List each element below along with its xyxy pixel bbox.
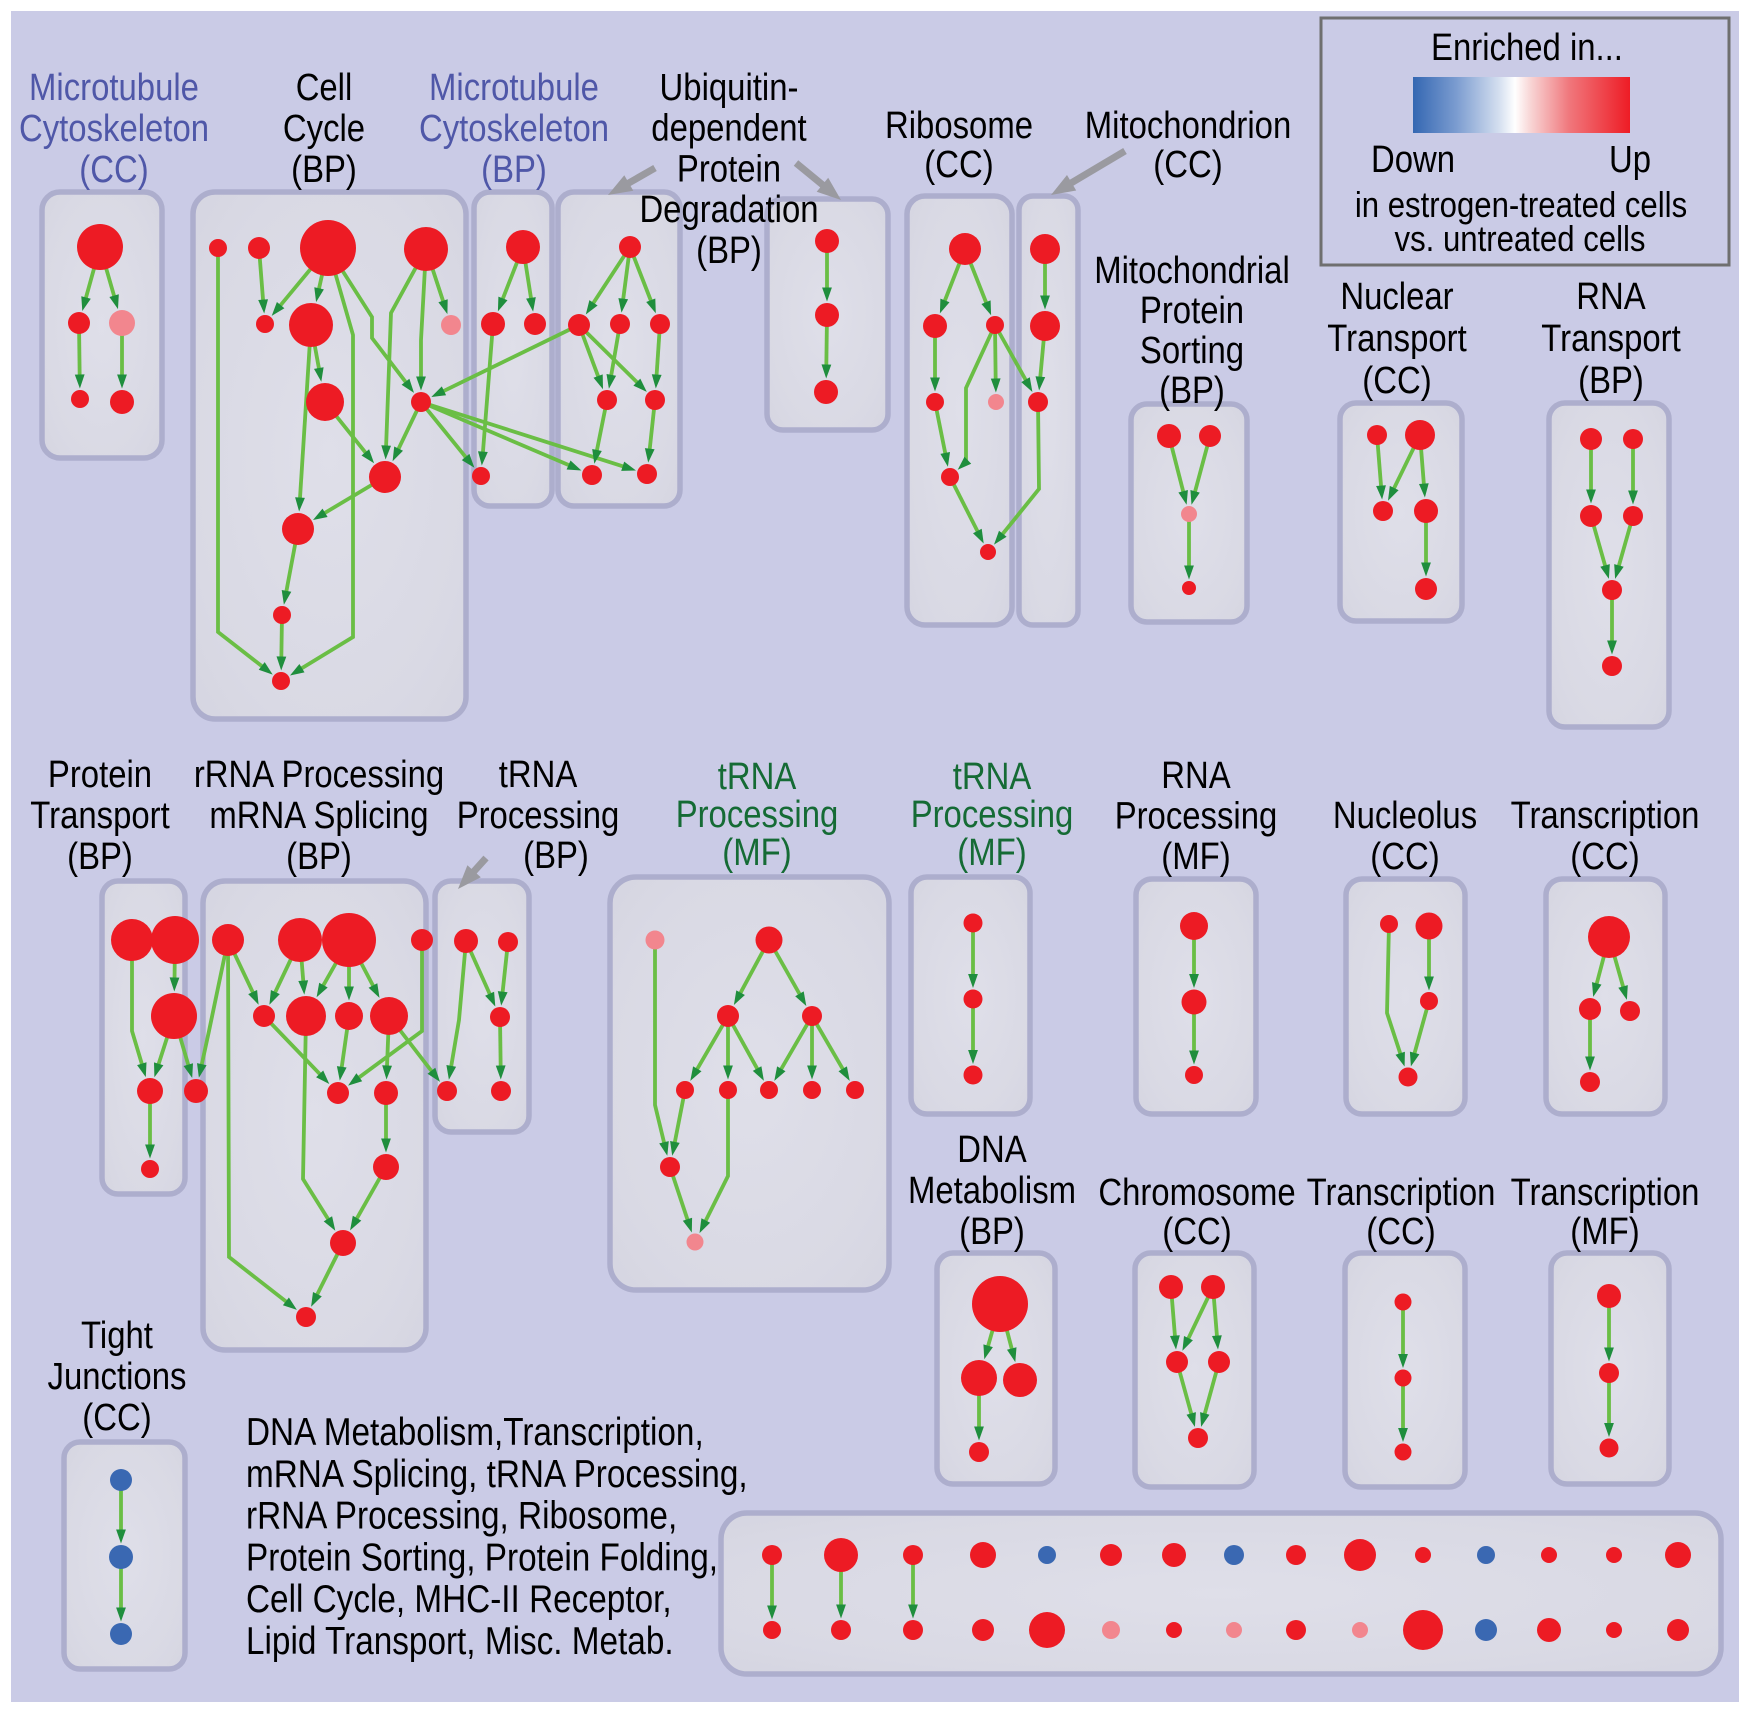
svg-text:Up: Up — [1609, 139, 1651, 181]
svg-text:Processing: Processing — [911, 794, 1074, 836]
svg-text:(BP): (BP) — [696, 230, 762, 272]
svg-text:(BP): (BP) — [1159, 370, 1225, 412]
svg-text:dependent: dependent — [651, 108, 807, 150]
svg-text:Ribosome: Ribosome — [885, 105, 1033, 147]
svg-text:Cell Cycle, MHC-II Receptor,: Cell Cycle, MHC-II Receptor, — [246, 1578, 672, 1621]
svg-text:(MF): (MF) — [722, 832, 791, 874]
svg-text:Cytoskeleton: Cytoskeleton — [19, 108, 209, 150]
svg-text:Transcription: Transcription — [1511, 1172, 1700, 1214]
svg-text:Transport: Transport — [1327, 318, 1467, 360]
svg-text:DNA: DNA — [957, 1129, 1027, 1171]
svg-text:(BP): (BP) — [523, 835, 589, 877]
svg-text:(CC): (CC) — [82, 1397, 151, 1439]
svg-text:Transport: Transport — [30, 795, 170, 837]
svg-text:Cell: Cell — [296, 67, 353, 109]
svg-text:Processing: Processing — [1115, 796, 1278, 838]
svg-text:rRNA Processing: rRNA Processing — [194, 754, 444, 796]
svg-text:Transcription: Transcription — [1511, 795, 1700, 837]
svg-text:(CC): (CC) — [79, 149, 148, 191]
svg-text:Lipid Transport, Misc. Metab.: Lipid Transport, Misc. Metab. — [246, 1620, 674, 1663]
svg-text:Mitochondrion: Mitochondrion — [1085, 105, 1292, 147]
svg-text:Cytoskeleton: Cytoskeleton — [419, 108, 609, 150]
svg-text:rRNA Processing, Ribosome,: rRNA Processing, Ribosome, — [246, 1495, 677, 1538]
svg-text:(BP): (BP) — [67, 836, 133, 878]
svg-text:tRNA: tRNA — [953, 756, 1032, 798]
svg-text:(CC): (CC) — [1362, 360, 1431, 402]
svg-text:Microtubule: Microtubule — [29, 67, 199, 109]
svg-text:(BP): (BP) — [959, 1211, 1025, 1253]
svg-text:Transport: Transport — [1541, 318, 1681, 360]
svg-text:RNA: RNA — [1161, 755, 1231, 797]
svg-text:Cycle: Cycle — [283, 108, 365, 150]
svg-text:Processing: Processing — [457, 795, 620, 837]
svg-text:mRNA Splicing: mRNA Splicing — [209, 795, 428, 837]
svg-text:(CC): (CC) — [1162, 1211, 1231, 1253]
svg-text:Protein: Protein — [677, 148, 781, 190]
svg-text:DNA Metabolism,Transcription,: DNA Metabolism,Transcription, — [246, 1411, 704, 1454]
svg-text:tRNA: tRNA — [499, 754, 578, 796]
svg-text:(MF): (MF) — [957, 832, 1026, 874]
svg-text:Metabolism: Metabolism — [908, 1170, 1076, 1212]
svg-text:(CC): (CC) — [1370, 836, 1439, 878]
svg-text:(BP): (BP) — [286, 836, 352, 878]
svg-text:Transcription: Transcription — [1307, 1172, 1496, 1214]
svg-text:Down: Down — [1371, 139, 1455, 181]
svg-text:Protein: Protein — [1140, 290, 1244, 332]
svg-text:Protein Sorting, Protein Foldi: Protein Sorting, Protein Folding, — [246, 1536, 718, 1579]
svg-text:Nuclear: Nuclear — [1340, 276, 1454, 318]
svg-text:(BP): (BP) — [1578, 360, 1644, 402]
svg-text:Nucleolus: Nucleolus — [1333, 795, 1477, 837]
svg-text:(CC): (CC) — [924, 144, 993, 186]
svg-text:Protein: Protein — [48, 754, 152, 796]
svg-text:Mitochondrial: Mitochondrial — [1094, 250, 1290, 292]
svg-text:vs. untreated cells: vs. untreated cells — [1395, 218, 1646, 259]
svg-text:Microtubule: Microtubule — [429, 67, 599, 109]
svg-text:Processing: Processing — [676, 794, 839, 836]
svg-text:(CC): (CC) — [1570, 836, 1639, 878]
svg-text:Chromosome: Chromosome — [1098, 1172, 1295, 1214]
svg-text:tRNA: tRNA — [718, 756, 797, 798]
svg-text:in estrogen-treated cells: in estrogen-treated cells — [1355, 184, 1687, 225]
svg-text:Ubiquitin-: Ubiquitin- — [660, 67, 799, 109]
svg-text:Enriched in...: Enriched in... — [1431, 27, 1623, 69]
svg-text:(CC): (CC) — [1153, 144, 1222, 186]
svg-text:(MF): (MF) — [1570, 1211, 1639, 1253]
svg-text:Sorting: Sorting — [1140, 330, 1244, 372]
svg-text:(CC): (CC) — [1366, 1211, 1435, 1253]
svg-text:Degradation: Degradation — [639, 189, 818, 231]
svg-text:RNA: RNA — [1576, 276, 1646, 318]
svg-text:mRNA Splicing, tRNA Processing: mRNA Splicing, tRNA Processing, — [246, 1453, 748, 1496]
svg-text:(BP): (BP) — [291, 149, 357, 191]
svg-text:(MF): (MF) — [1161, 836, 1230, 878]
svg-text:Tight: Tight — [81, 1315, 153, 1357]
svg-text:Junctions: Junctions — [48, 1356, 187, 1398]
svg-text:(BP): (BP) — [481, 149, 547, 191]
